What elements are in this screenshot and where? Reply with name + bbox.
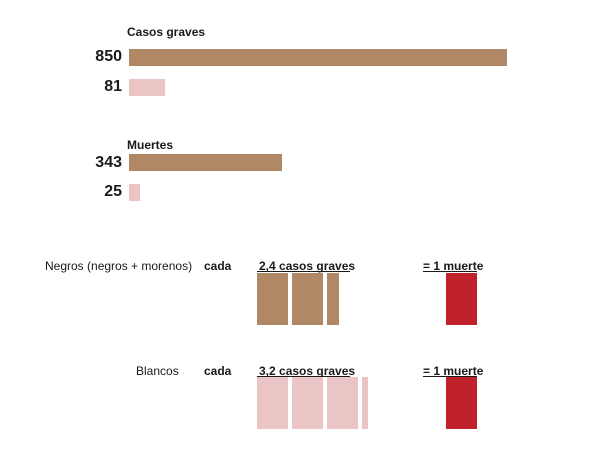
negros-case-unit [257,273,288,325]
blancos-cada-label: cada [204,364,232,378]
muertes-negros-bar [129,154,282,171]
muertes-negros-value: 343 [95,154,122,171]
muertes-title: Muertes [127,138,174,152]
negros-case-units [257,273,377,325]
negros-death-unit [446,273,477,325]
negros-muerte-underline [423,271,477,272]
casos-negros-bar [129,49,507,66]
negros-case-unit-partial [327,273,339,325]
blancos-case-unit-partial [362,377,368,429]
muertes-blancos-bar [129,184,140,201]
negros-cada-label: cada [204,259,232,273]
negros-result-label: = 1 muerte [423,259,484,273]
casos-graves-title: Casos graves [127,25,206,39]
blancos-casos-underline [257,376,350,377]
blancos-case-unit [257,377,288,429]
blancos-death-unit [446,377,477,429]
negros-row-label: Negros (negros + morenos) [45,259,193,273]
casos-negros-value: 850 [95,48,122,65]
casos-blancos-value: 81 [104,78,122,95]
blancos-muerte-underline [423,376,477,377]
casos-blancos-bar [129,79,165,96]
muertes-blancos-value: 25 [104,183,122,200]
negros-case-unit [292,273,323,325]
blancos-case-units [257,377,377,429]
blancos-case-unit [327,377,358,429]
negros-casos-label: 2,4 casos graves [259,259,356,273]
blancos-row-label: Blancos [136,364,179,378]
blancos-result-label: = 1 muerte [423,364,484,378]
negros-casos-underline [257,271,350,272]
blancos-casos-label: 3,2 casos graves [259,364,356,378]
blancos-case-unit [292,377,323,429]
